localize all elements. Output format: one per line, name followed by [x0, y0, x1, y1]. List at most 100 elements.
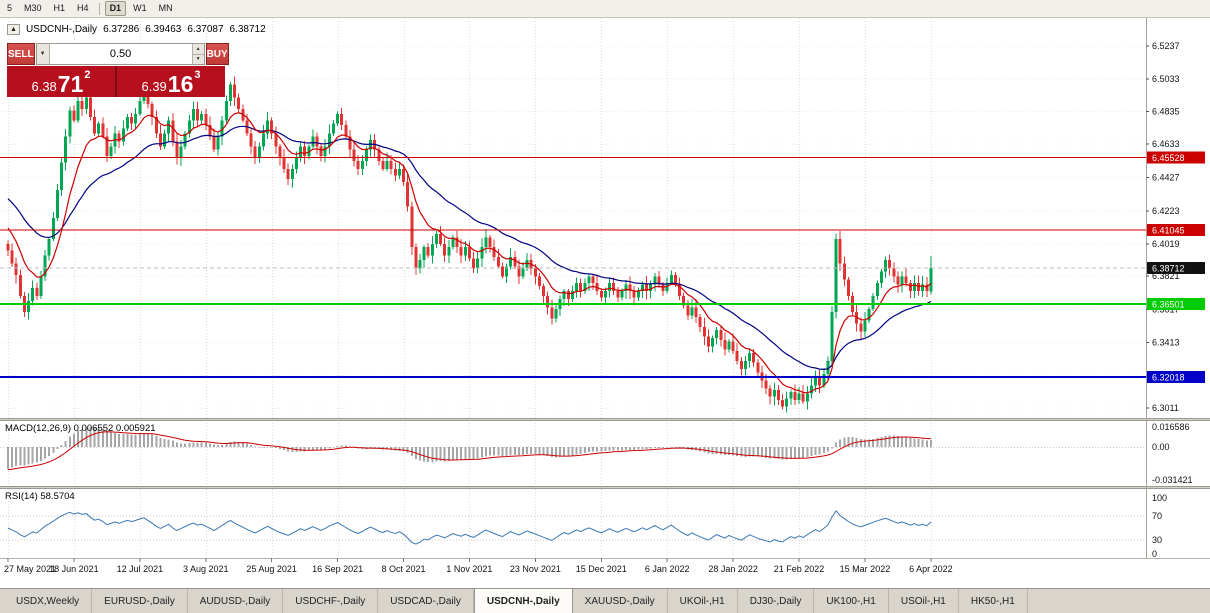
candle-body — [402, 169, 406, 183]
candle-body — [608, 282, 612, 292]
candle-body — [422, 247, 426, 261]
candle-body — [88, 97, 92, 118]
tab-usdcnh-daily[interactable]: USDCNH-,Daily — [473, 589, 573, 613]
timeframe-m30[interactable]: M30 — [19, 1, 47, 16]
volume-increase-icon[interactable]: ▲ — [192, 44, 204, 55]
macd-histogram-bar — [184, 443, 187, 447]
macd-histogram-bar — [839, 439, 842, 447]
macd-histogram-bar — [390, 447, 393, 451]
candle-body — [801, 393, 805, 402]
one-click-collapse-icon[interactable]: ▲ — [7, 24, 20, 35]
candle-body — [175, 141, 179, 158]
timeframe-h4[interactable]: H4 — [72, 1, 94, 16]
candle-body — [447, 247, 451, 256]
macd-histogram-bar — [11, 447, 14, 468]
macd-histogram-bar — [77, 430, 80, 447]
candle-body — [797, 393, 801, 400]
candle-body — [517, 266, 521, 277]
timeframe-m5[interactable]: 5 — [2, 1, 17, 16]
volume-field: ▼ ▲ ▼ — [35, 43, 205, 65]
candle-body — [620, 291, 624, 298]
rsi-line — [7, 509, 932, 545]
date-axis-label: 1 Nov 2021 — [446, 564, 492, 574]
tab-usdcad-daily[interactable]: USDCAD-,Daily — [378, 589, 474, 613]
tab-dj30-daily[interactable]: DJ30-,Daily — [738, 589, 815, 613]
macd-histogram-bar — [311, 447, 314, 450]
candle-body — [476, 258, 480, 269]
tab-audusd-daily[interactable]: AUDUSD-,Daily — [188, 589, 284, 613]
macd-histogram-bar — [56, 447, 59, 450]
candle-body — [719, 330, 723, 340]
macd-histogram-bar — [427, 447, 430, 463]
macd-histogram-bar — [72, 433, 75, 447]
timeframe-h1[interactable]: H1 — [49, 1, 71, 16]
volume-input[interactable] — [49, 44, 192, 64]
macd-histogram-bar — [645, 447, 648, 450]
macd-histogram-bar — [142, 433, 145, 447]
macd-histogram-bar — [818, 447, 821, 455]
candle-body — [356, 160, 360, 170]
timeframe-w1[interactable]: W1 — [128, 1, 152, 16]
macd-histogram-bar — [901, 436, 904, 447]
sell-button[interactable]: SELL — [7, 43, 35, 65]
macd-axis-max: 0.016586 — [1152, 422, 1190, 432]
tab-xauusd-daily[interactable]: XAUUSD-,Daily — [573, 589, 668, 613]
tab-usdx-weekly[interactable]: USDX,Weekly — [4, 589, 93, 613]
macd-histogram-bar — [793, 447, 796, 459]
macd-histogram-bar — [723, 447, 726, 456]
tab-eurusd-daily[interactable]: EURUSD-,Daily — [92, 589, 188, 613]
tab-usoil-h1[interactable]: USOil-,H1 — [889, 589, 959, 613]
tab-hk50-h1[interactable]: HK50-,H1 — [959, 589, 1028, 613]
macd-histogram-bar — [921, 439, 924, 447]
bid-price-button[interactable]: 6.38 71 2 — [7, 66, 117, 97]
candle-body — [500, 266, 504, 277]
candle-body — [863, 320, 867, 332]
candle-body — [93, 117, 97, 134]
tab-ukoil-h1[interactable]: UKOil-,H1 — [668, 589, 738, 613]
price-axis-tick-label: 6.4633 — [1152, 139, 1180, 149]
candle-body — [216, 136, 220, 150]
macd-histogram-bar — [925, 440, 928, 447]
price-tag — [1147, 298, 1205, 311]
candle-body — [266, 120, 270, 134]
macd-histogram-bar — [163, 439, 166, 447]
macd-histogram-bar — [431, 447, 434, 463]
candle-body — [921, 284, 925, 292]
tab-usdchf-daily[interactable]: USDCHF-,Daily — [283, 589, 379, 613]
price-axis-tick-label: 6.4835 — [1152, 106, 1180, 116]
candle-body — [282, 157, 286, 170]
candle-body — [752, 352, 756, 363]
volume-dropdown-icon[interactable]: ▼ — [36, 44, 50, 64]
macd-histogram-bar — [666, 447, 669, 448]
macd-histogram-bar — [843, 437, 846, 447]
candle-body — [191, 108, 195, 121]
candle-body — [826, 360, 830, 374]
candle-body — [917, 282, 921, 292]
rsi-axis-label: 70 — [1152, 511, 1162, 521]
macd-histogram-bar — [847, 436, 850, 447]
macd-axis-min: -0.031421 — [1152, 475, 1193, 485]
macd-histogram-bar — [530, 447, 533, 454]
macd-histogram-bar — [798, 447, 801, 459]
macd-histogram-bar — [89, 427, 92, 447]
tab-uk100-h1[interactable]: UK100-,H1 — [814, 589, 889, 613]
candle-body — [348, 136, 352, 150]
macd-histogram-bar — [7, 447, 9, 470]
candle-body — [39, 276, 43, 296]
macd-histogram-bar — [917, 439, 920, 447]
volume-decrease-icon[interactable]: ▼ — [192, 54, 204, 64]
ask-price-button[interactable]: 6.39 16 3 — [117, 66, 225, 97]
timeframe-d1[interactable]: D1 — [104, 1, 127, 16]
rsi-axis-label: 30 — [1152, 535, 1162, 545]
date-axis-label: 23 Nov 2021 — [510, 564, 561, 574]
chart-canvas[interactable]: 6.5237 6.5033 6.4835 6.4633 6.4427 6.4223 6.40… — [0, 18, 1210, 588]
candle-body — [645, 284, 649, 292]
candle-body — [146, 91, 150, 105]
ask-price-point: 3 — [194, 69, 201, 81]
buy-button[interactable]: BUY — [205, 43, 229, 65]
chart-symbol-label: USDCNH-,Daily — [25, 24, 98, 35]
timeframe-mn[interactable]: MN — [154, 1, 178, 16]
macd-histogram-bar — [266, 446, 269, 448]
candle-body — [6, 243, 10, 251]
macd-histogram-bar — [884, 435, 887, 447]
